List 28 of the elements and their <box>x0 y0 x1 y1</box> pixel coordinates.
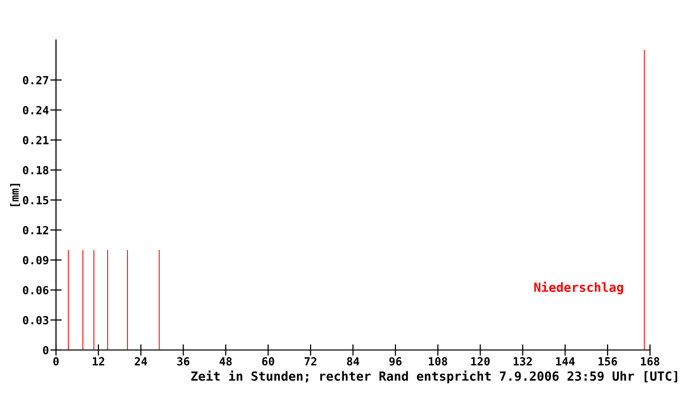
x-tick-label: 120 <box>471 357 490 366</box>
y-tick-label: 0.06 <box>22 286 48 294</box>
x-axis-title: Zeit in Stunden; rechter Rand entspricht 7.9.2006 23:59 Uhr [UTC] <box>191 370 678 384</box>
y-axis-title: [mm] <box>10 184 20 206</box>
series-label: Niederschlag <box>534 282 624 294</box>
y-tick-label: 0.03 <box>22 316 48 324</box>
text: 0 <box>43 346 48 354</box>
y-tick-label: 0.15 <box>22 196 48 204</box>
y-tick-label: 0.12 <box>22 226 48 234</box>
x-tick-label: 48 <box>220 357 232 366</box>
y-tick-label: 0.09 <box>22 256 48 264</box>
x-tick-label: 12 <box>92 357 104 366</box>
x-tick-label: 60 <box>262 357 274 366</box>
x-tick-label: 24 <box>134 357 148 366</box>
x-tick-label: 108 <box>428 357 448 366</box>
x-tick-label: 168 <box>640 357 660 366</box>
y-tick-label: 0.27 <box>22 76 48 84</box>
x-tick-label: 36 <box>177 357 190 366</box>
x-tick-label: 0 <box>53 357 59 366</box>
x-tick-label: 156 <box>598 357 618 366</box>
x-tick-label: 72 <box>304 357 316 366</box>
y-tick-label: 0.21 <box>22 136 49 144</box>
x-tick-label: 84 <box>347 357 360 366</box>
y-tick-label: 0.18 <box>22 166 48 174</box>
x-tick-label: 132 <box>514 357 532 366</box>
x-tick-label: 144 <box>556 357 575 366</box>
y-tick-label: 0.24 <box>22 106 49 114</box>
x-tick-label: 96 <box>389 357 402 366</box>
